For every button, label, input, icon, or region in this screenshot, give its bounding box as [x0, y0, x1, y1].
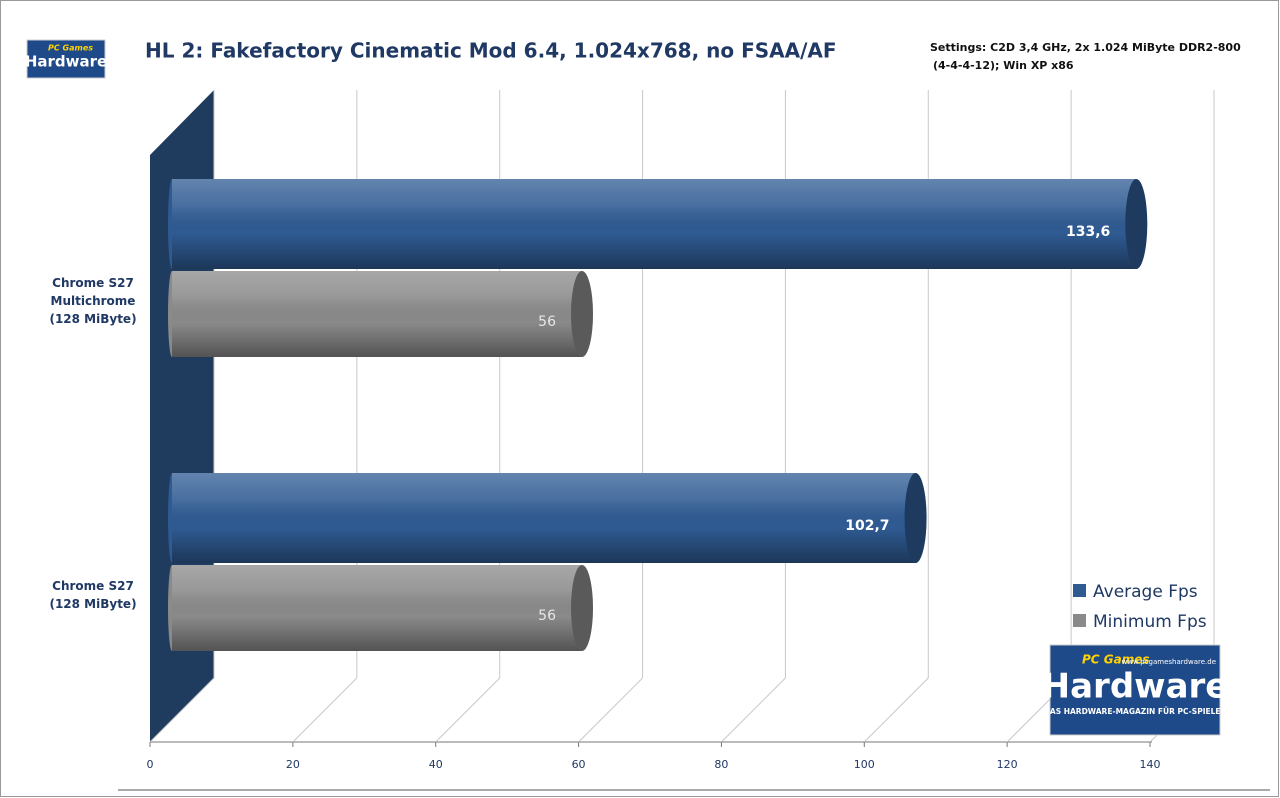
logo-name: Hardware [1042, 667, 1229, 707]
x-tick-label: 20 [286, 758, 300, 771]
x-tick-label: 40 [429, 758, 443, 771]
bar-cap-shade [571, 565, 593, 651]
logo-box [26, 39, 106, 79]
logo-url: www.pcgameshardware.de [1122, 658, 1217, 666]
x-tick-label: 80 [714, 758, 728, 771]
value-label: 56 [538, 608, 556, 624]
legend-label: Average Fps [1093, 582, 1198, 602]
bar-shade [172, 271, 582, 357]
bar-shade [172, 473, 916, 563]
x-tick-label: 120 [997, 758, 1018, 771]
legend-label: Minimum Fps [1093, 612, 1207, 632]
x-tick-label: 0 [147, 758, 154, 771]
legend-swatch [1073, 614, 1086, 627]
chart-title: HL 2: Fakefactory Cinematic Mod 6.4, 1.0… [145, 39, 837, 63]
bar-cap [1125, 179, 1148, 269]
floor-line [292, 677, 358, 743]
x-tick-label: 140 [1140, 758, 1161, 771]
floor-line [149, 677, 215, 743]
subtitle: Settings: C2D 3,4 GHz, 2x 1.024 MiByte D… [930, 41, 1241, 54]
bar-shade [172, 565, 582, 651]
bar-cap [571, 271, 593, 357]
bar-cap-shade [904, 473, 927, 563]
logo-brand: PC Games [1082, 653, 1150, 667]
floor-line [435, 677, 501, 743]
x-tick-label: 60 [572, 758, 586, 771]
logo-box [1049, 644, 1221, 736]
legend-swatch [1073, 584, 1086, 597]
bar-cap-shade [571, 271, 593, 357]
bar-cap [571, 565, 593, 651]
bar-cap [904, 473, 927, 563]
x-tick-label: 100 [854, 758, 875, 771]
logo-tagline: DAS HARDWARE-MAGAZIN FÜR PC-SPIELER [1044, 707, 1227, 716]
value-label: 133,6 [1066, 224, 1110, 240]
bar-shade [172, 179, 1137, 269]
floor-line [863, 677, 929, 743]
logo-large: PC Games www.pcgameshardware.de Hardware… [1042, 644, 1229, 736]
logo-small: PC Games Hardware [25, 39, 107, 79]
floor-line [578, 677, 643, 743]
logo-name: Hardware [25, 53, 107, 71]
subtitle: (4-4-4-12); Win XP x86 [933, 59, 1074, 72]
floor-line [721, 677, 786, 743]
value-label: 102,7 [845, 518, 889, 534]
category-label: Chrome S27 (128 MiByte) [49, 579, 137, 611]
bar-cap-shade [1125, 179, 1148, 269]
logo-brand: PC Games [48, 44, 93, 53]
value-label: 56 [538, 314, 556, 330]
category-label: Chrome S27 Multichrome (128 MiByte) [49, 276, 137, 326]
